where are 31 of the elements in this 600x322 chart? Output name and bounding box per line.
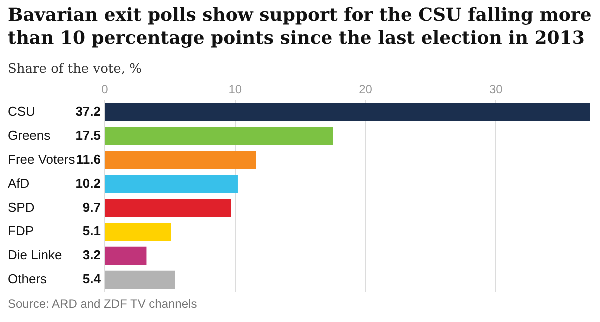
y-tick-label: Others (8, 272, 48, 287)
data-label: 17.5 (76, 128, 101, 143)
x-tick-label: 20 (359, 82, 373, 97)
bar (106, 127, 334, 146)
bar (106, 103, 590, 122)
data-label: 3.2 (82, 248, 101, 263)
bar (106, 222, 172, 242)
bar (106, 151, 256, 170)
x-tick-label: 30 (489, 82, 504, 97)
y-tick-label: FDP (8, 224, 34, 239)
y-tick-label: CSU (8, 104, 36, 119)
y-tick-label: Greens (8, 128, 52, 143)
data-label: 10.2 (76, 176, 101, 191)
bar (106, 175, 238, 194)
data-label: 9.7 (82, 200, 101, 215)
data-label: 11.6 (76, 152, 101, 167)
y-tick-label: Free Voters (8, 152, 76, 167)
bar (106, 246, 147, 266)
data-label: 5.1 (82, 224, 101, 239)
y-tick-label: AfD (8, 176, 30, 191)
data-label: 37.2 (76, 104, 101, 119)
x-tick-label: 0 (102, 82, 109, 97)
chart-subtitle: Share of the vote, % (8, 62, 142, 77)
y-tick-label: SPD (8, 200, 35, 215)
chart-title: Bavarian exit polls show support for the CSU falling more than 10 percentage points since the last election in 2013 (8, 4, 593, 50)
y-tick-label: Die Linke (8, 248, 62, 263)
x-tick-label: 10 (228, 82, 242, 97)
source-note: Source: ARD and ZDF TV channels (8, 297, 198, 311)
bar (106, 199, 232, 218)
data-label: 5.4 (82, 272, 102, 287)
bar (106, 270, 176, 290)
